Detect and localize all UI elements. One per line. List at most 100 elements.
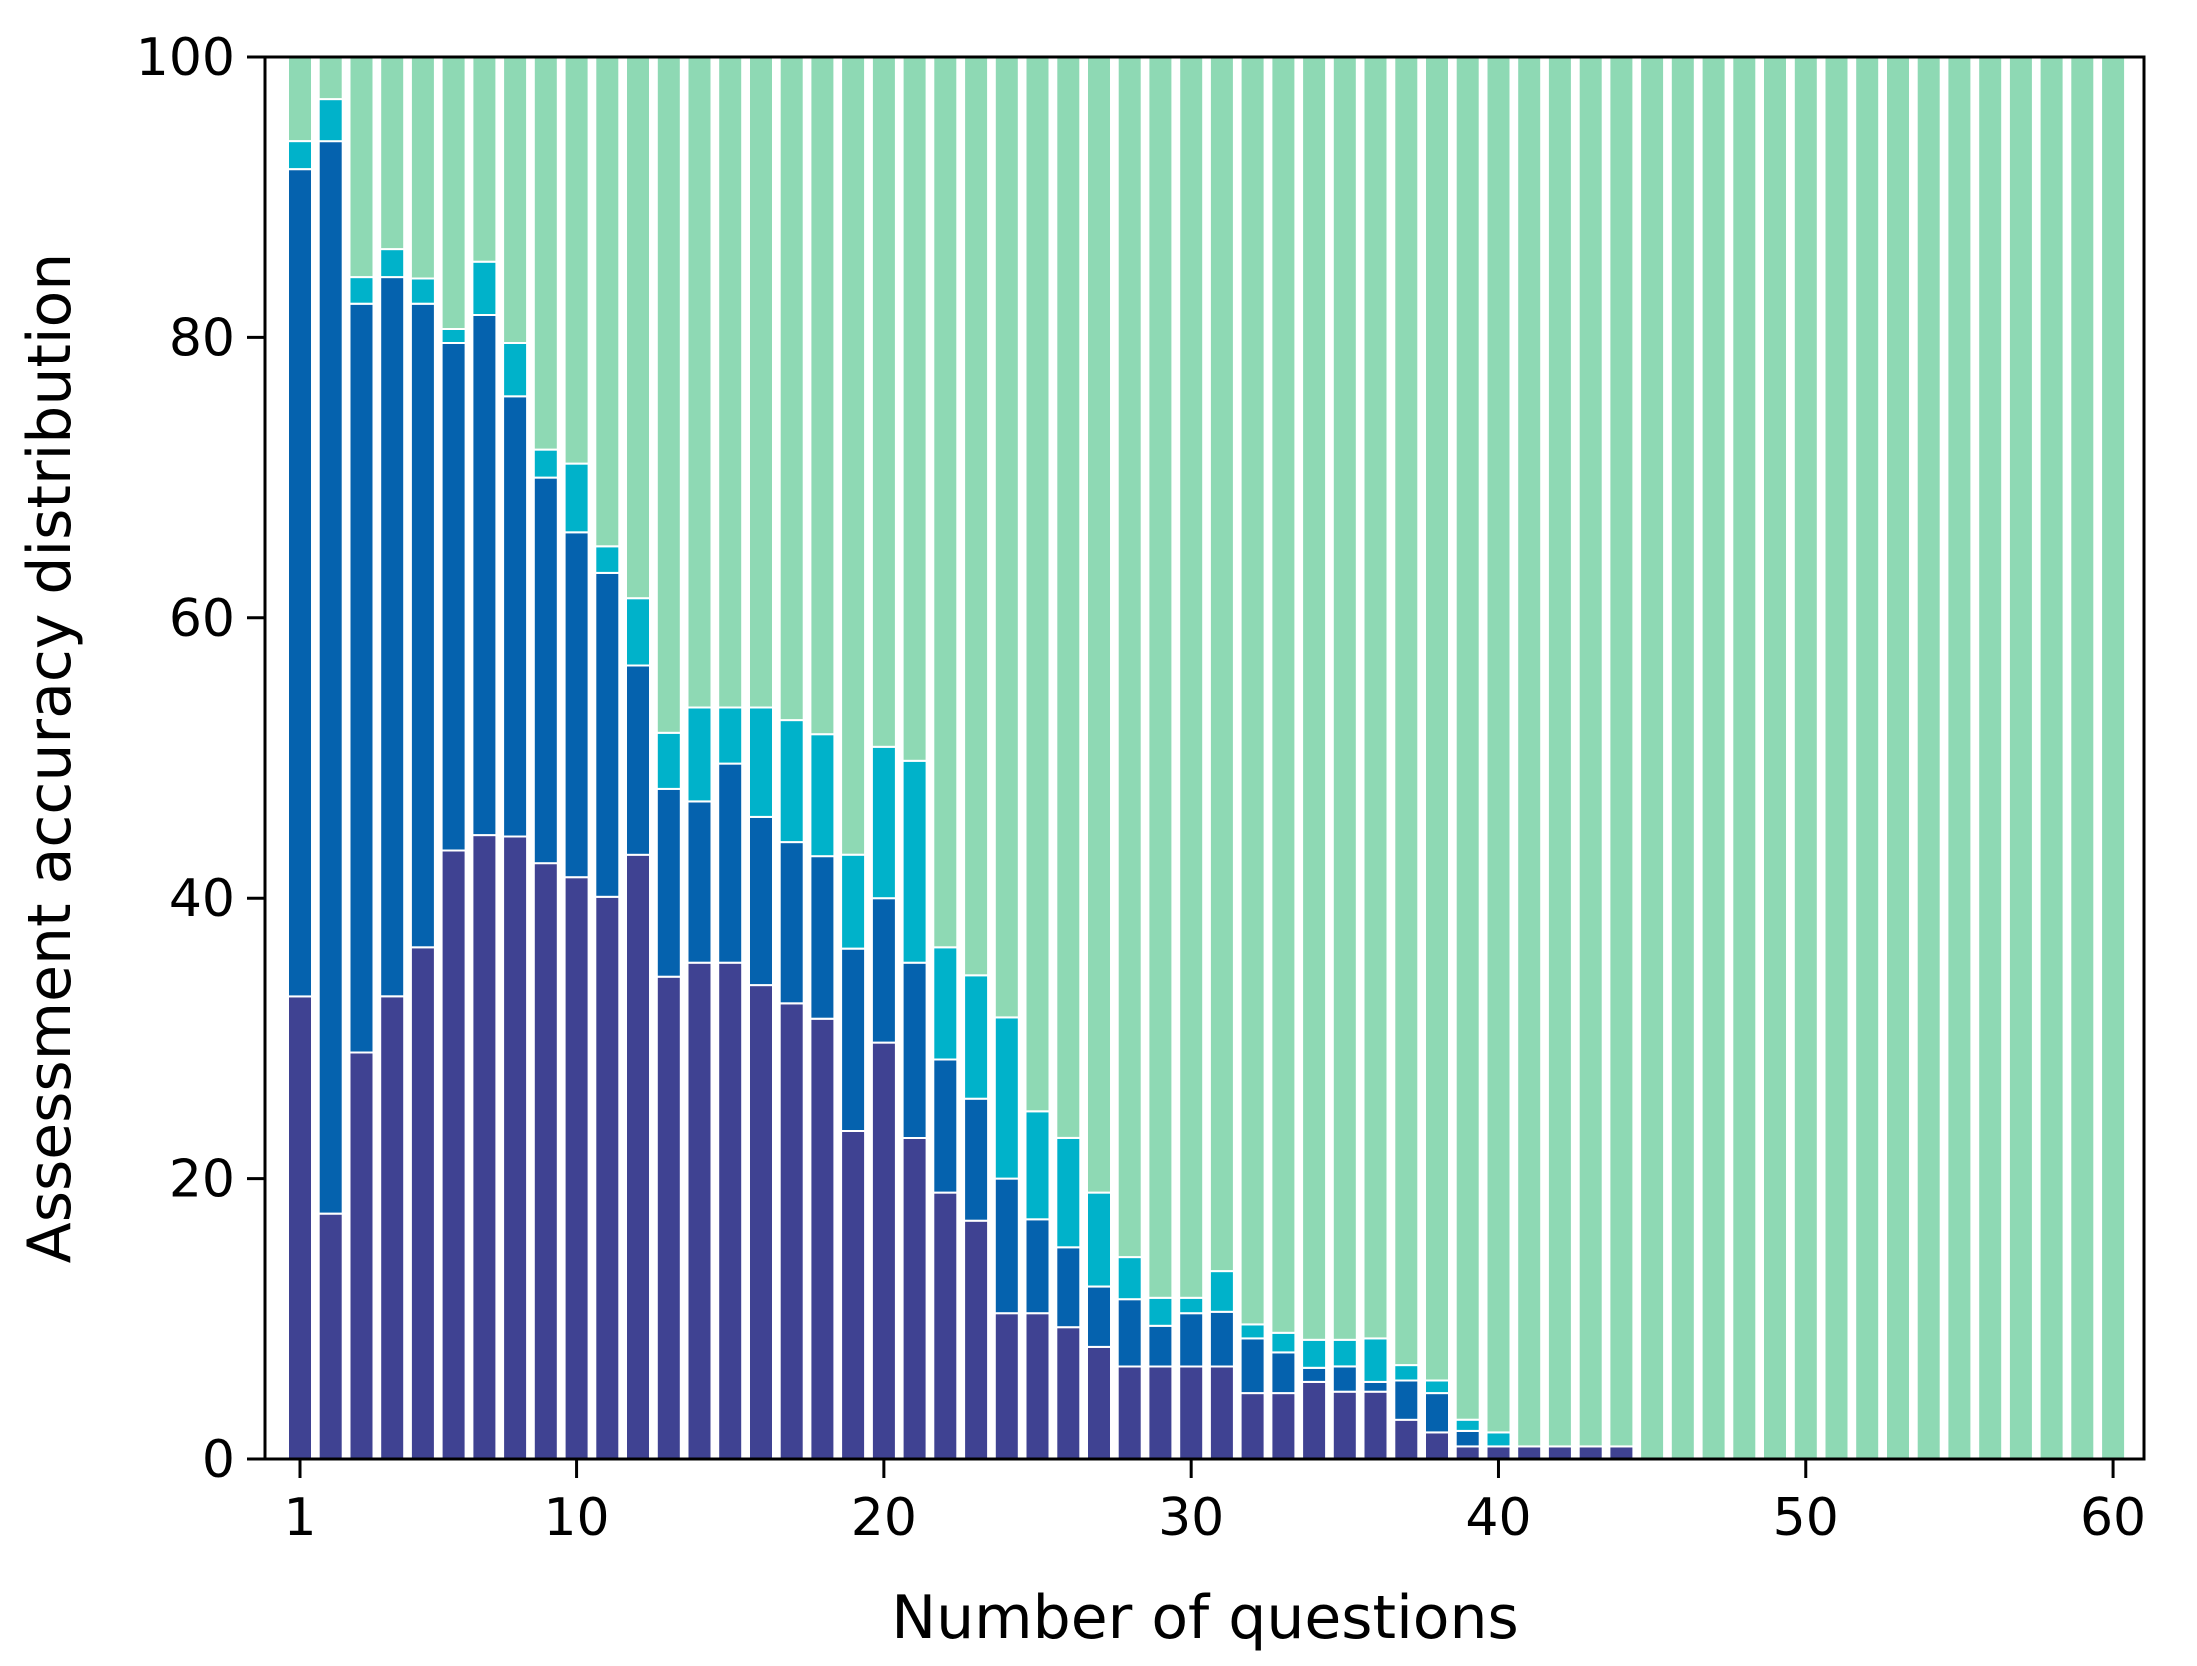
bar-segment-green	[1546, 56, 1573, 1448]
bar-segment-blue	[563, 531, 590, 879]
bar-segment-navy	[748, 984, 774, 1460]
bar-segment-green	[1116, 56, 1143, 1259]
bar-segment-blue	[870, 897, 897, 1044]
bar-segment-navy	[1362, 1390, 1389, 1460]
bar-segment-green	[1577, 56, 1604, 1448]
bar-segment-navy	[502, 835, 529, 1460]
bar-segment-green	[2100, 56, 2127, 1460]
bar-segment-navy	[1393, 1418, 1420, 1460]
bar-stack	[2038, 56, 2065, 1460]
bar-segment-cyan	[870, 745, 897, 900]
bar-segment-blue	[594, 571, 621, 898]
bar-stack	[1608, 56, 1635, 1461]
bar-segment-cyan	[778, 719, 805, 844]
bar-segment-navy	[379, 995, 406, 1460]
bar-segment-green	[1485, 56, 1512, 1434]
bar-segment-cyan	[1024, 1110, 1051, 1221]
y-tick-label: 100	[136, 28, 235, 88]
bar-stack	[1393, 56, 1420, 1460]
bar-segment-cyan	[532, 448, 559, 479]
bar-segment-green	[625, 56, 651, 600]
bar-segment-navy	[1485, 1445, 1512, 1461]
bar-segment-blue	[287, 168, 313, 998]
bar-segment-green	[1731, 56, 1758, 1460]
bar-stack	[870, 56, 897, 1460]
bar-segment-navy	[1516, 1445, 1543, 1461]
bar-segment-navy	[1454, 1445, 1481, 1461]
bar-segment-cyan	[932, 946, 959, 1061]
bar-stack	[1055, 56, 1082, 1460]
bar-segment-green	[1208, 56, 1235, 1273]
bar-stack	[471, 56, 498, 1460]
bar-stack	[1731, 56, 1758, 1460]
bar-segment-green	[870, 56, 897, 748]
bar-segment-green	[2007, 56, 2034, 1460]
bar-segment-cyan	[409, 277, 436, 305]
bar-segment-blue	[963, 1097, 990, 1222]
bar-stack	[348, 56, 375, 1461]
bar-segment-green	[1885, 56, 1911, 1460]
bar-segment-blue	[717, 762, 744, 964]
bar-segment-blue	[440, 342, 467, 852]
bar-segment-blue	[348, 302, 375, 1054]
plot-frame	[263, 55, 2146, 1461]
bar-stack	[1915, 56, 1942, 1460]
bar-segment-blue	[655, 787, 682, 978]
x-axis-label: Number of questions	[891, 1583, 1518, 1653]
bar-stack	[901, 56, 928, 1461]
bar-segment-navy	[348, 1051, 375, 1461]
x-tick-label: 1	[283, 1488, 316, 1548]
bar-stack	[1147, 56, 1174, 1460]
bar-segment-green	[317, 56, 344, 101]
bar-segment-green	[1055, 56, 1082, 1139]
bar-segment-green	[932, 56, 959, 949]
bar-segment-green	[1700, 56, 1727, 1460]
labels-layer: Number of questions Assessment accuracy …	[15, 253, 1519, 1653]
bar-stack	[963, 56, 990, 1460]
bar-segment-cyan	[717, 706, 744, 765]
bar-segment-navy	[1270, 1392, 1297, 1460]
bar-segment-blue	[809, 855, 836, 1020]
bar-segment-navy	[1608, 1445, 1635, 1461]
bar-segment-cyan	[625, 597, 651, 667]
bar-segment-navy	[809, 1017, 836, 1460]
bar-segment-blue	[409, 302, 436, 949]
bar-segment-blue	[625, 664, 651, 856]
y-tick-label: 80	[169, 308, 235, 368]
x-tick-label: 30	[1158, 1488, 1224, 1548]
bar-segment-cyan	[317, 98, 344, 143]
y-tick-label: 20	[169, 1150, 235, 1210]
bar-stack	[1086, 56, 1112, 1461]
bar-stack	[1823, 56, 1850, 1460]
bar-segment-navy	[1086, 1345, 1112, 1461]
bar-segment-blue	[1301, 1366, 1328, 1383]
bar-stack	[1208, 56, 1235, 1460]
bar-segment-navy	[471, 834, 498, 1460]
bar-segment-blue	[748, 815, 774, 987]
bar-stack	[1331, 56, 1358, 1460]
bar-segment-blue	[901, 961, 928, 1140]
bar-segment-green	[1762, 56, 1788, 1460]
bar-segment-green	[409, 56, 436, 280]
bar-segment-blue	[686, 800, 713, 964]
bar-segment-green	[1178, 56, 1205, 1299]
bar-stack	[717, 56, 744, 1460]
bar-segment-green	[748, 56, 774, 709]
bar-segment-cyan	[1147, 1296, 1174, 1327]
bar-stack	[1946, 56, 1973, 1460]
bar-segment-navy	[317, 1212, 344, 1460]
bar-segment-cyan	[1424, 1379, 1450, 1395]
bar-segment-green	[1946, 56, 1973, 1460]
bar-segment-cyan	[1086, 1191, 1112, 1288]
bar-segment-cyan	[963, 974, 990, 1100]
bar-segment-cyan	[1362, 1337, 1389, 1383]
bar-segment-blue	[1147, 1324, 1174, 1368]
bar-segment-navy	[594, 895, 621, 1460]
bar-segment-navy	[870, 1041, 897, 1460]
bar-stack	[2100, 56, 2127, 1460]
bar-segment-cyan	[287, 140, 313, 171]
bar-segment-blue	[532, 476, 559, 865]
x-tick-label: 40	[1465, 1488, 1531, 1548]
